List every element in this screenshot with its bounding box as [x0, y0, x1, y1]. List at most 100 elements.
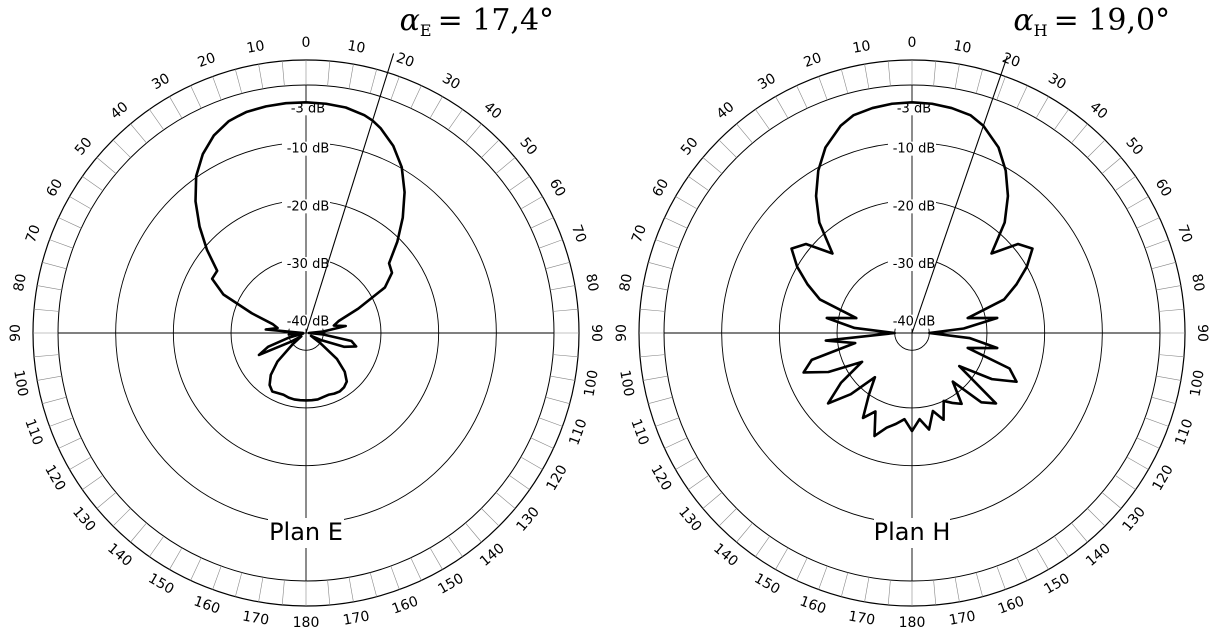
angle-tick	[1016, 557, 1028, 581]
angle-label: 160	[390, 593, 421, 617]
angle-tick	[410, 85, 422, 109]
angle-tick	[688, 176, 710, 191]
angle-tick	[1151, 262, 1176, 270]
angle-tick	[538, 417, 563, 427]
angle-tick	[538, 239, 563, 249]
angle-tick	[640, 308, 665, 312]
angle-tick	[530, 217, 554, 229]
angle-label: 80	[617, 272, 636, 292]
angle-tick	[429, 96, 443, 119]
angle-label: 110	[1172, 417, 1196, 448]
angle-label: 20	[802, 50, 824, 71]
angle-label: 40	[480, 99, 504, 123]
plan-label: Plan H	[874, 518, 951, 546]
angle-tick	[1054, 535, 1069, 557]
angle-tick	[841, 572, 849, 597]
angle-tick	[258, 64, 264, 89]
angle-tick	[648, 262, 673, 270]
angle-tick	[1136, 437, 1160, 449]
db-label-bg	[282, 257, 330, 272]
db-label-bg	[282, 141, 330, 156]
angle-tick	[1159, 308, 1184, 312]
angle-label: 60	[546, 176, 569, 199]
polar-panel-plan-e: -3 dB -10 dB -20 dB -30 dB -40 dB 0 10 20 30 40 50…	[8, 3, 604, 630]
angle-tick	[675, 196, 698, 210]
db-ring-label: -40 dB	[287, 315, 330, 330]
db-label-bg	[888, 101, 936, 116]
angle-label: 70	[629, 223, 650, 245]
angle-tick	[348, 64, 354, 89]
angle-label: 110	[627, 417, 651, 448]
angle-tick	[34, 308, 59, 312]
angle-label: 10	[851, 38, 871, 57]
angle-tick	[327, 580, 331, 605]
beam-angle-label: αH = 19,0°	[1013, 3, 1170, 40]
db-label-bg	[888, 314, 936, 329]
db-label-bg	[282, 199, 330, 214]
db-label-bg	[282, 101, 330, 116]
angle-tick	[390, 565, 400, 590]
angle-label: 50	[72, 135, 96, 159]
angle-label: 30	[439, 70, 462, 93]
angle-label: 50	[678, 135, 702, 159]
angle-label: 90	[1194, 324, 1210, 342]
angle-tick	[410, 557, 422, 581]
angle-label: 120	[544, 462, 571, 493]
angle-label: 20	[196, 50, 218, 71]
angle-tick	[58, 217, 82, 229]
db-ring-label: -10 dB	[287, 142, 330, 157]
angle-label: 60	[1152, 176, 1175, 199]
angle-tick	[887, 61, 891, 86]
angle-tick	[235, 69, 243, 94]
angle-label: 110	[21, 417, 45, 448]
db-ring-label: -3 dB	[291, 101, 325, 116]
angle-tick	[281, 61, 285, 86]
angle-tick	[796, 557, 808, 581]
angle-label: 30	[1045, 70, 1068, 93]
angle-label: 170	[948, 608, 977, 628]
angle-tick	[149, 109, 164, 131]
angle-tick	[369, 69, 377, 94]
angle-tick	[954, 64, 960, 89]
angle-label: 100	[616, 369, 636, 398]
angle-tick	[1016, 85, 1028, 109]
angle-label: 130	[675, 504, 704, 535]
angle-tick	[1087, 139, 1106, 158]
angle-tick	[495, 492, 516, 509]
angle-tick	[42, 396, 67, 404]
angle-tick	[775, 547, 789, 570]
angle-label: 40	[1086, 99, 1110, 123]
plan-label: Plan E	[269, 518, 343, 546]
angle-label: 150	[435, 571, 466, 598]
angle-tick	[1114, 475, 1136, 490]
angle-label: 170	[241, 608, 270, 628]
angle-label: 70	[23, 223, 44, 245]
angle-label: 80	[1188, 272, 1207, 292]
angle-tick	[1144, 417, 1169, 427]
beam-symbol: α	[400, 3, 420, 38]
angle-tick	[975, 69, 983, 94]
angle-tick	[664, 217, 688, 229]
angle-tick	[1126, 456, 1149, 470]
polar-panel-plan-h: -3 dB -10 dB -20 dB -30 dB -40 dB 0 10 20 30 40 50…	[614, 3, 1210, 630]
angle-label: 160	[192, 593, 223, 617]
angle-label: 160	[798, 593, 829, 617]
angle-label: 90	[8, 324, 24, 342]
angle-tick	[1054, 109, 1069, 131]
angle-label: 120	[647, 462, 674, 493]
angle-tick	[130, 522, 147, 543]
angle-tick	[996, 565, 1006, 590]
angle-tick	[755, 109, 770, 131]
angle-tick	[818, 76, 828, 101]
angle-tick	[82, 176, 104, 191]
angle-tick	[736, 123, 753, 144]
angle-tick	[429, 547, 443, 570]
angle-tick	[112, 139, 131, 158]
angle-tick	[655, 417, 680, 427]
angle-tick	[49, 239, 74, 249]
angle-label: 140	[1083, 540, 1114, 569]
angle-tick	[508, 475, 530, 490]
db-ring-label: -20 dB	[287, 199, 330, 214]
angle-label: 50	[1122, 135, 1146, 159]
